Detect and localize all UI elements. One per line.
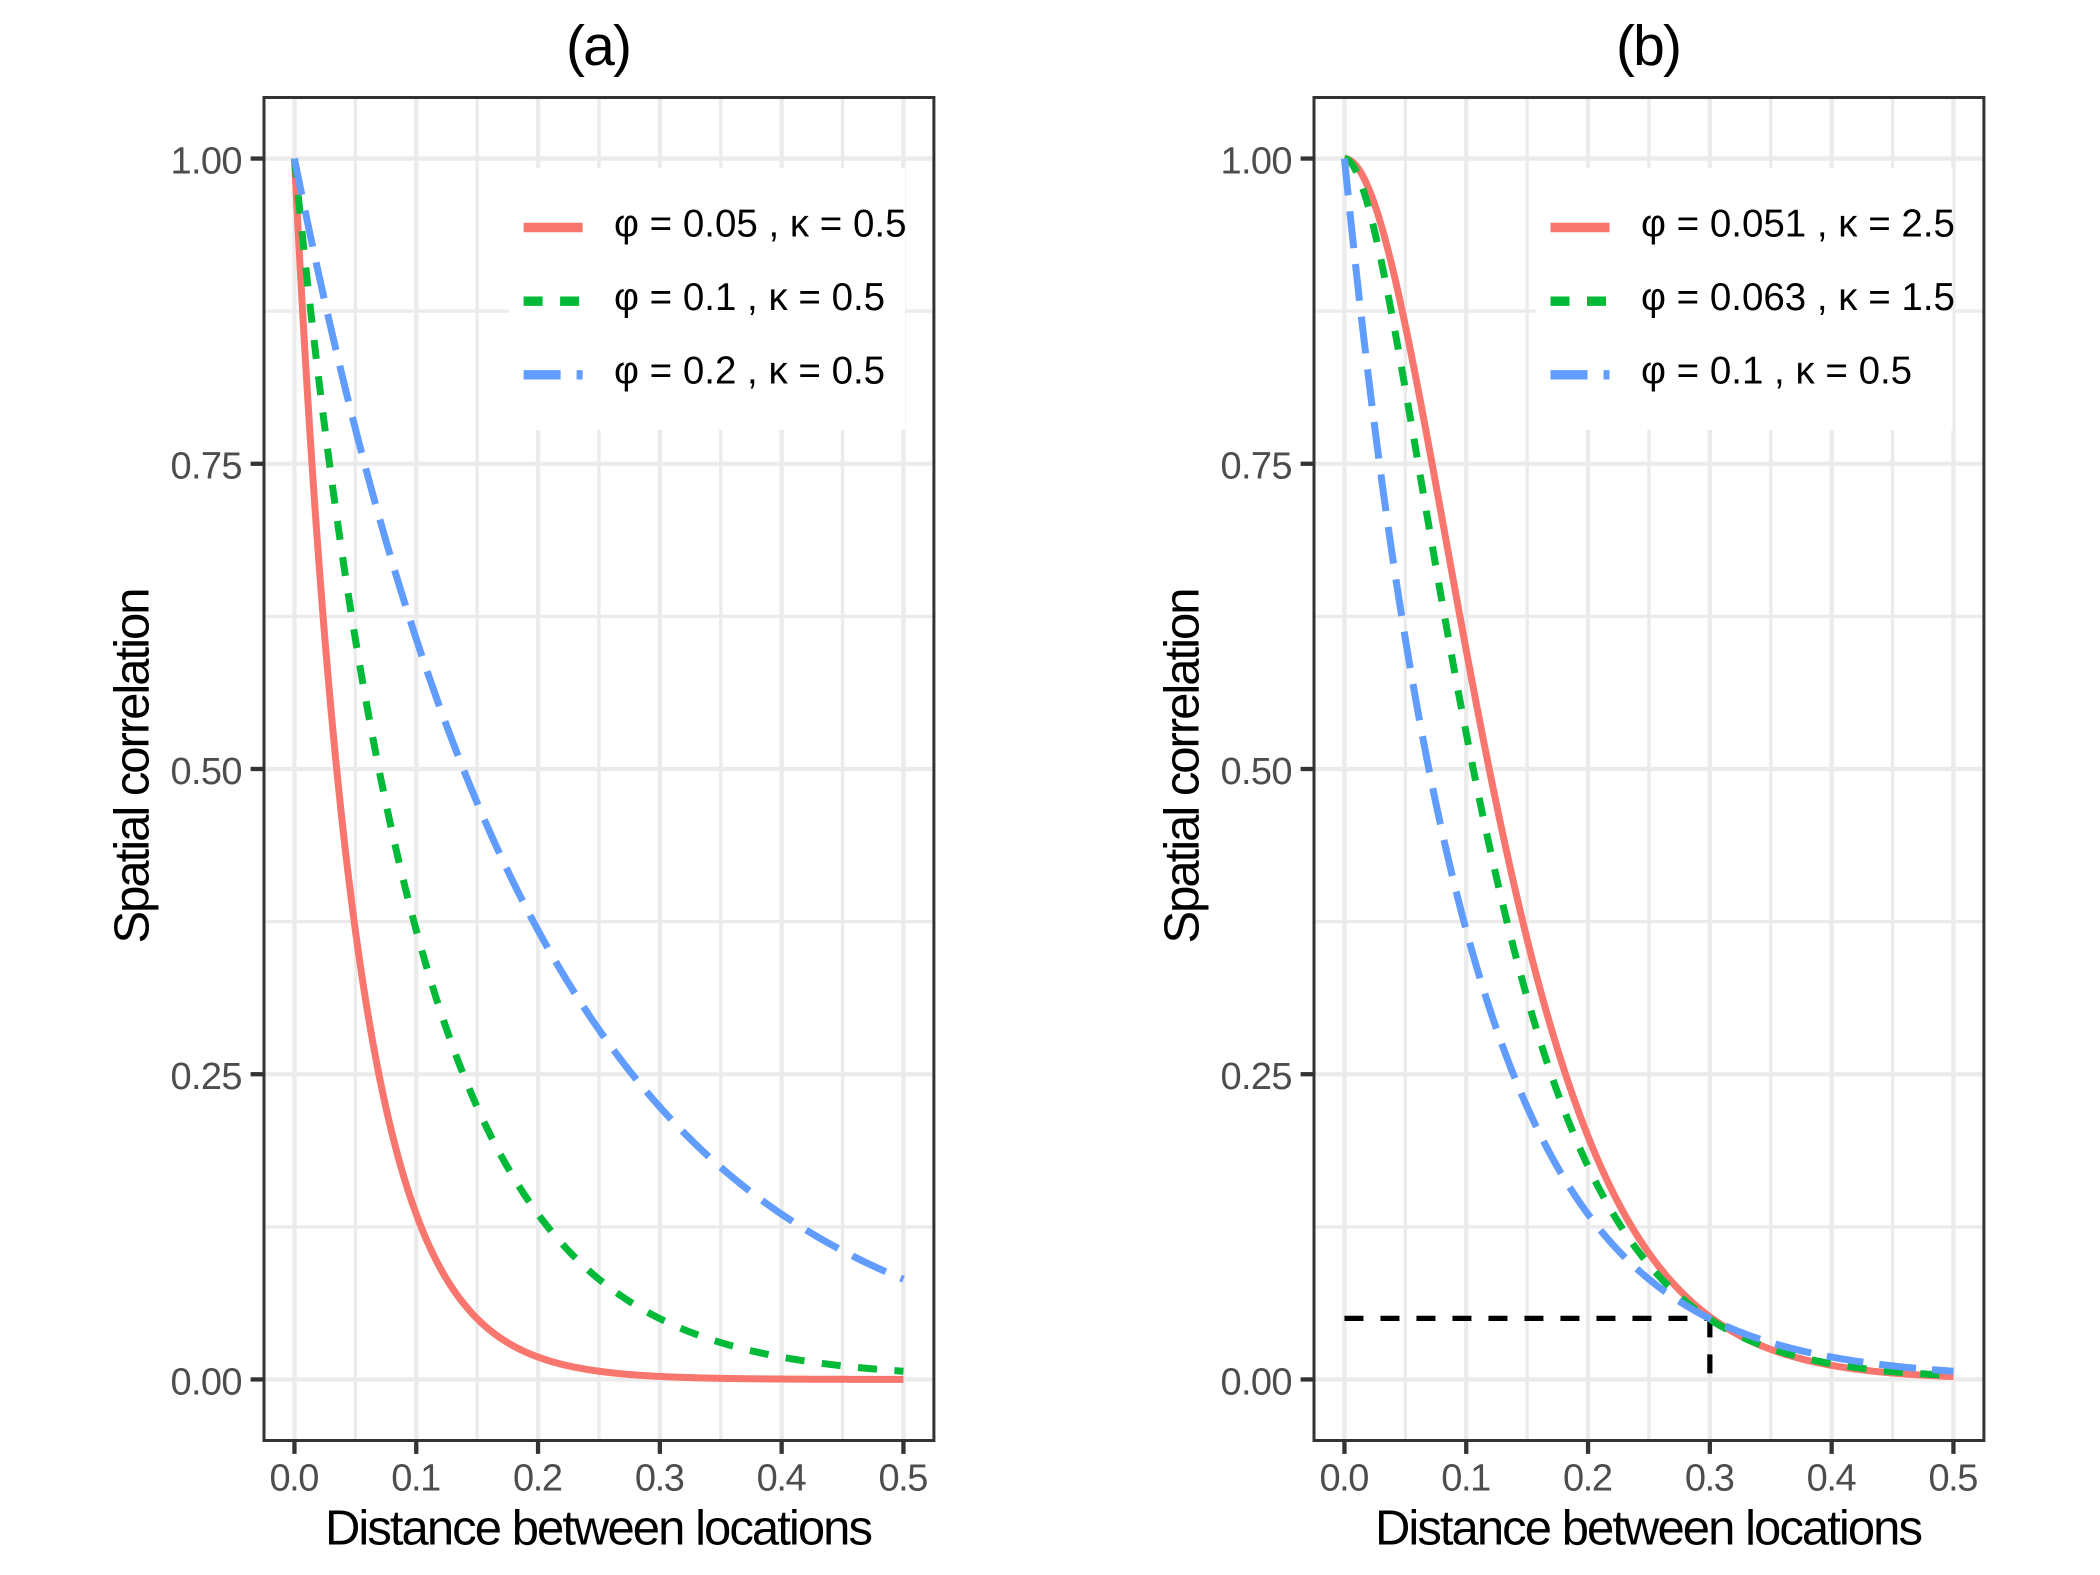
svg-text:Spatial correlation: Spatial correlation	[1156, 588, 1210, 944]
svg-text:0.75: 0.75	[1221, 446, 1293, 488]
svg-text:0.0: 0.0	[269, 1458, 319, 1500]
svg-text:0.75: 0.75	[171, 446, 243, 488]
svg-text:0.2: 0.2	[513, 1458, 563, 1500]
svg-text:Distance between locations: Distance between locations	[1375, 1501, 1923, 1555]
svg-text:0.25: 0.25	[171, 1056, 243, 1098]
svg-text:Distance between locations: Distance between locations	[325, 1501, 873, 1555]
svg-text:0.1: 0.1	[391, 1458, 441, 1500]
svg-text:1.00: 1.00	[171, 140, 243, 182]
svg-text:0.2: 0.2	[1563, 1458, 1613, 1500]
svg-text:φ = 0.2 , κ = 0.5: φ = 0.2 , κ = 0.5	[614, 350, 885, 393]
svg-text:(a): (a)	[566, 14, 632, 78]
svg-text:φ = 0.051 , κ = 2.5: φ = 0.051 , κ = 2.5	[1641, 202, 1955, 245]
svg-text:1.00: 1.00	[1221, 140, 1293, 182]
svg-text:φ = 0.1 , κ = 0.5: φ = 0.1 , κ = 0.5	[614, 276, 885, 319]
svg-text:φ = 0.063 , κ = 1.5: φ = 0.063 , κ = 1.5	[1641, 276, 1955, 319]
svg-text:0.50: 0.50	[171, 751, 243, 793]
svg-text:0.1: 0.1	[1441, 1458, 1491, 1500]
svg-text:0.0: 0.0	[1319, 1458, 1369, 1500]
svg-text:Spatial correlation: Spatial correlation	[106, 588, 160, 944]
svg-text:(b): (b)	[1616, 14, 1682, 78]
svg-text:0.5: 0.5	[1928, 1458, 1978, 1500]
svg-text:0.00: 0.00	[1221, 1361, 1293, 1403]
svg-text:0.4: 0.4	[1807, 1458, 1857, 1500]
svg-text:0.4: 0.4	[757, 1458, 807, 1500]
svg-text:0.50: 0.50	[1221, 751, 1293, 793]
svg-text:0.3: 0.3	[635, 1458, 685, 1500]
svg-text:0.5: 0.5	[878, 1458, 928, 1500]
svg-text:φ = 0.1 , κ = 0.5: φ = 0.1 , κ = 0.5	[1641, 350, 1912, 393]
svg-text:φ = 0.05 , κ = 0.5: φ = 0.05 , κ = 0.5	[614, 202, 907, 245]
svg-text:0.3: 0.3	[1685, 1458, 1735, 1500]
svg-text:0.25: 0.25	[1221, 1056, 1293, 1098]
svg-text:0.00: 0.00	[171, 1361, 243, 1403]
